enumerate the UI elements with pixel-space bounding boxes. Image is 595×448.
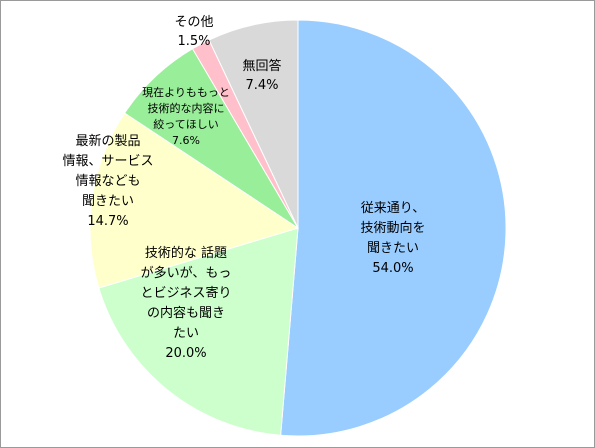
slice-value-label-1: 20.0% xyxy=(165,346,206,361)
slice-label-1-line-0: 技術的な 話題 xyxy=(145,245,227,261)
slice-label-1-line-1: が多いが、もっ xyxy=(141,265,232,281)
slice-label-0-line-0: 従来通り、 xyxy=(361,201,425,216)
pie-slice-2 xyxy=(89,112,300,289)
slice-label-3-line-2: 絞ってほしい xyxy=(153,117,218,131)
slice-label-1-line-3: の内容も聞き xyxy=(147,305,225,321)
slice-label-5-line-0: 無回答 xyxy=(242,58,281,74)
slice-value-label-5: 7.4% xyxy=(245,78,278,93)
pie-slice-0 xyxy=(280,19,507,437)
slice-label-2-line-0: 最新の製品 xyxy=(75,133,140,149)
slice-label-1-line-2: とビジネス寄り xyxy=(140,285,231,301)
slice-value-label-0: 54.0% xyxy=(372,261,413,276)
slice-label-0-line-2: 聞きたい xyxy=(367,241,419,256)
slice-label-2-line-3: 聞きたい xyxy=(82,194,134,209)
slice-value-label-4: 1.5% xyxy=(177,34,210,49)
slice-label-4-line-0: その他 xyxy=(174,15,213,30)
slice-label-2-line-1: 情報、サービス xyxy=(62,154,153,169)
pie-slices xyxy=(89,19,507,437)
slice-value-label-3: 7.6% xyxy=(172,134,200,147)
slice-label-2-line-2: 情報なども xyxy=(75,174,140,189)
slice-value-label-2: 14.7% xyxy=(87,214,128,229)
slice-label-3-line-0: 現在よりももっと xyxy=(142,86,230,99)
slice-label-0-line-1: 技術動向を xyxy=(360,220,425,236)
slice-label-3-line-1: 技術的な内容に xyxy=(148,101,225,115)
pie-slice-1 xyxy=(98,227,299,436)
slice-label-1-line-4: たい xyxy=(173,326,199,341)
pie-slice-5 xyxy=(208,19,299,229)
